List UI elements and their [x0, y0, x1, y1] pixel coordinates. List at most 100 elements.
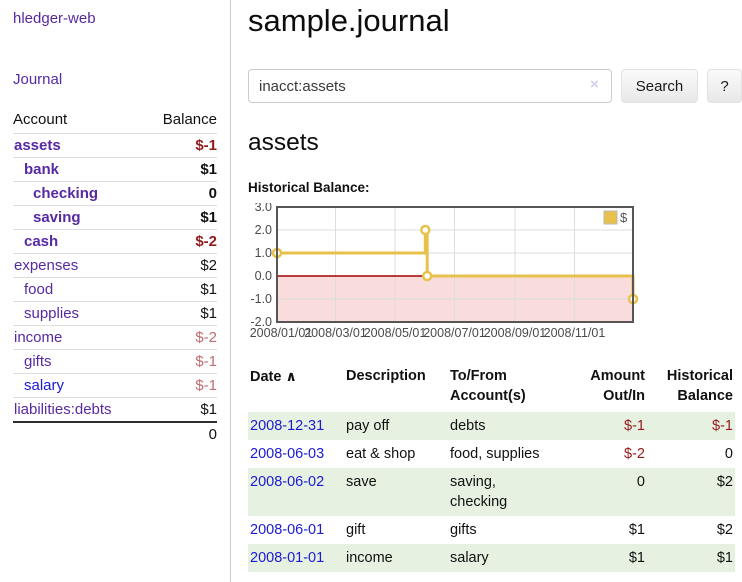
y-tick-label: 0.0	[255, 269, 272, 283]
account-link-bank[interactable]: bank	[24, 161, 60, 178]
clear-search-icon[interactable]: ×	[590, 76, 599, 93]
help-button[interactable]: ?	[707, 69, 742, 103]
account-balance: 0	[208, 185, 217, 202]
account-link-cash[interactable]: cash	[24, 233, 59, 250]
account-link-supplies[interactable]: supplies	[24, 305, 80, 322]
balance-column-label: Balance	[162, 111, 217, 128]
chart-svg: 2008/01/012008/03/012008/05/012008/07/01…	[250, 200, 639, 340]
register-table: Date ∧ Description To/From Account(s) Amo…	[248, 364, 735, 572]
nav-journal-link[interactable]: Journal	[13, 71, 63, 88]
transaction-description: income	[344, 544, 448, 572]
x-tick-label: 2008/09/01	[484, 326, 547, 340]
account-balance: $-2	[195, 233, 217, 250]
transaction-balance: $-1	[712, 418, 733, 434]
account-balance: $1	[200, 305, 217, 322]
x-tick-label: 2008/11/01	[544, 326, 606, 340]
transaction-amount: 0	[636, 474, 645, 490]
historical-balance-chart: 2008/01/01 2008/03/01 2008/05/01 2008/07/01…	[248, 200, 742, 348]
transaction-description: pay off	[344, 412, 448, 440]
register-row[interactable]: 2008-06-01 gift gifts $1 $2	[248, 516, 735, 544]
page-title: sample.journal	[248, 3, 450, 38]
account-row-bank: bank $1	[13, 157, 217, 181]
register-row[interactable]: 2008-01-01 income salary $1 $1	[248, 544, 735, 572]
transaction-amount: $1	[628, 550, 645, 566]
account-row-income: income $-2	[13, 325, 217, 349]
account-row-checking: checking 0	[13, 181, 217, 205]
account-table-header: Account Balance	[13, 109, 217, 133]
main-content: sample.journal × Search ? assets Histori…	[248, 0, 742, 572]
transaction-balance: $2	[716, 522, 733, 538]
header-tofrom: To/From Account(s)	[450, 368, 526, 404]
account-link-income[interactable]: income	[14, 329, 63, 346]
account-link-assets[interactable]: assets	[14, 137, 61, 154]
register-row[interactable]: 2008-06-02 save saving, checking 0 $2	[248, 468, 735, 516]
y-tick-label: -1.0	[250, 292, 272, 306]
transaction-balance: $2	[716, 474, 733, 490]
transaction-accounts: gifts	[450, 522, 477, 538]
search-button[interactable]: Search	[621, 69, 698, 103]
chart-heading: Historical Balance:	[248, 180, 370, 195]
register-row[interactable]: 2008-12-31 pay off debts $-1 $-1	[248, 412, 735, 440]
y-tick-label: 2.0	[255, 223, 272, 237]
transaction-date-link[interactable]: 2008-01-01	[250, 550, 325, 566]
transaction-date-link[interactable]: 2008-06-01	[250, 522, 325, 538]
transaction-accounts: saving, checking	[448, 468, 577, 516]
data-point-marker	[421, 270, 433, 282]
brand-link[interactable]: hledger-web	[13, 10, 96, 27]
account-row-salary: salary $-1	[13, 373, 217, 397]
transaction-date-link[interactable]: 2008-06-02	[250, 474, 325, 490]
transaction-amount: $-2	[624, 446, 645, 462]
x-tick-label: 2008/03/01	[304, 326, 367, 340]
transaction-amount: $-1	[624, 418, 645, 434]
account-row-saving: saving $1	[13, 205, 217, 229]
account-link-salary[interactable]: salary	[24, 377, 65, 394]
y-tick-label: 1.0	[255, 246, 272, 260]
transaction-date-link[interactable]: 2008-12-31	[250, 418, 325, 434]
transaction-balance: 0	[724, 446, 733, 462]
header-amount: Amount Out/In	[590, 368, 645, 404]
account-row-gifts: gifts $-1	[13, 349, 217, 373]
transaction-accounts: food, supplies	[450, 446, 540, 462]
header-date[interactable]: Date ∧	[250, 368, 297, 385]
account-link-expenses[interactable]: expenses	[14, 257, 79, 274]
account-balance: $-1	[195, 353, 217, 370]
transaction-date-link[interactable]: 2008-06-03	[250, 446, 325, 462]
account-row-supplies: supplies $1	[13, 301, 217, 325]
transaction-description: gift	[346, 522, 366, 538]
legend-swatch	[603, 210, 618, 225]
account-link-checking[interactable]: checking	[33, 185, 99, 202]
account-row-liabilities-debts: liabilities:debts $1	[13, 397, 217, 421]
account-balance: $1	[200, 161, 217, 178]
account-row-assets: assets $-1	[13, 133, 217, 157]
account-balance: $1	[200, 401, 217, 418]
x-tick-label: 2008/05/01	[364, 326, 427, 340]
account-link-saving[interactable]: saving	[33, 209, 81, 226]
search-input[interactable]	[248, 69, 612, 103]
account-balance: $2	[200, 257, 217, 274]
account-column-label: Account	[13, 111, 68, 128]
legend-label: $	[620, 210, 628, 225]
search-form: × Search ?	[248, 69, 742, 103]
account-row-cash: cash $-2	[13, 229, 217, 253]
transaction-balance: $1	[716, 550, 733, 566]
transaction-description: save	[344, 468, 448, 516]
account-link-food[interactable]: food	[24, 281, 54, 298]
plot-border	[276, 206, 634, 323]
account-balance: $1	[200, 281, 217, 298]
sort-asc-icon: ∧	[285, 368, 297, 384]
account-heading: assets	[248, 129, 319, 156]
register-row[interactable]: 2008-06-03 eat & shop food, supplies $-2…	[248, 440, 735, 468]
transaction-description: eat & shop	[346, 446, 416, 462]
account-balance: $-2	[195, 329, 217, 346]
sidebar: hledger-web Journal Account Balance asse…	[0, 0, 231, 582]
header-balance: Historical Balance	[666, 368, 733, 404]
y-tick-label: -2.0	[250, 315, 272, 329]
account-balance: $-1	[195, 377, 217, 394]
account-link-gifts[interactable]: gifts	[24, 353, 52, 370]
account-total-value: 0	[208, 426, 217, 443]
account-row-expenses: expenses $2	[13, 253, 217, 277]
account-total-row: 0	[13, 421, 217, 446]
account-link-liabilities-debts[interactable]: liabilities:debts	[14, 401, 112, 418]
transaction-accounts: salary	[448, 544, 577, 572]
